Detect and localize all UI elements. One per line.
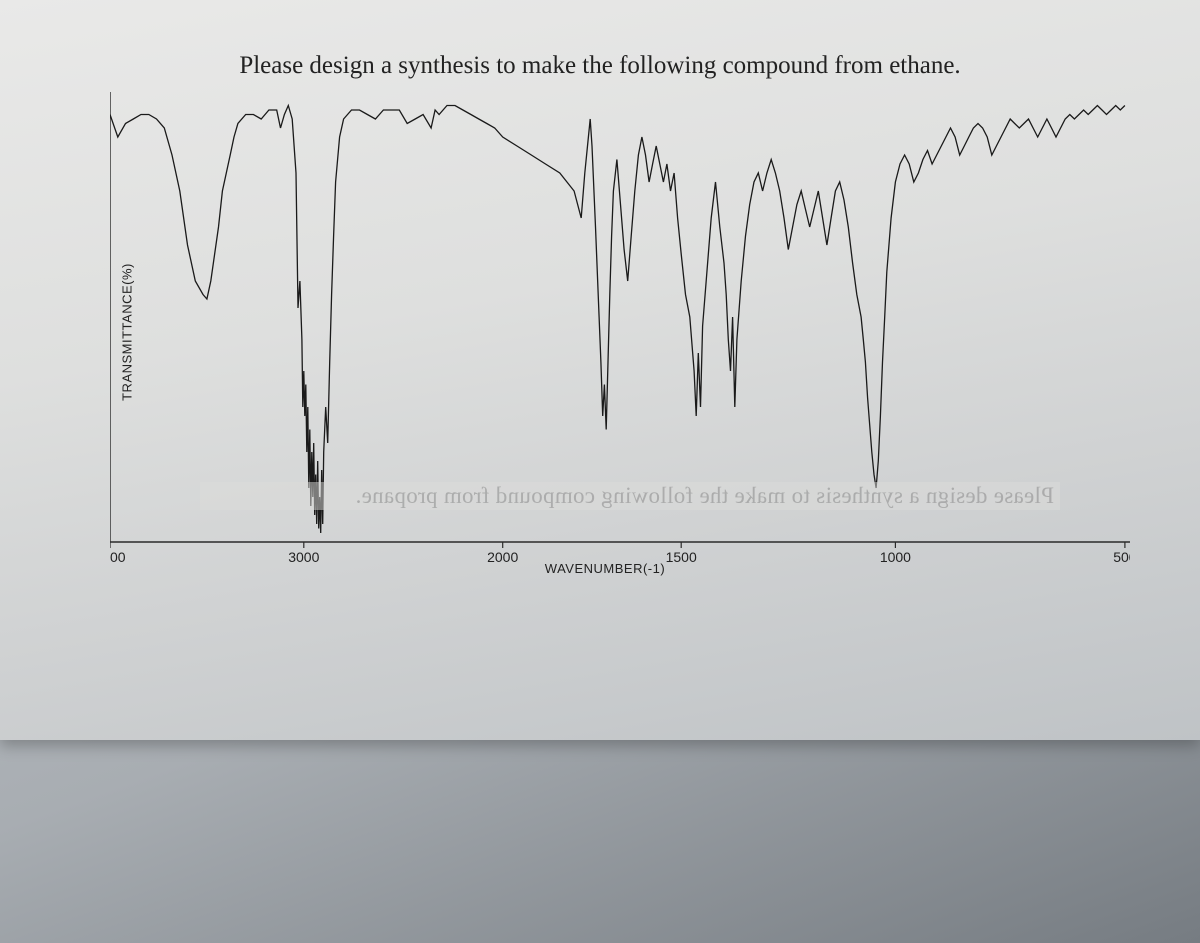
reverse-watermark-text: Please design a synthesis to make the fo… <box>200 482 1060 510</box>
x-axis-label: WAVENUMBER(-1) <box>545 561 665 576</box>
svg-text:1500: 1500 <box>666 549 697 562</box>
plot-area: 05010040003000200015001000500 <box>110 92 1130 542</box>
page-title: Please design a synthesis to make the fo… <box>0 52 1200 80</box>
svg-text:500: 500 <box>1113 549 1130 562</box>
svg-text:1000: 1000 <box>880 549 911 562</box>
svg-text:2000: 2000 <box>487 549 518 562</box>
svg-text:4000: 4000 <box>110 549 126 562</box>
ir-spectrum-chart: TRANSMITTANCE(%) 05010040003000200015001… <box>60 92 1150 572</box>
svg-text:3000: 3000 <box>288 549 319 562</box>
document-page: Please design a synthesis to make the fo… <box>0 0 1200 740</box>
